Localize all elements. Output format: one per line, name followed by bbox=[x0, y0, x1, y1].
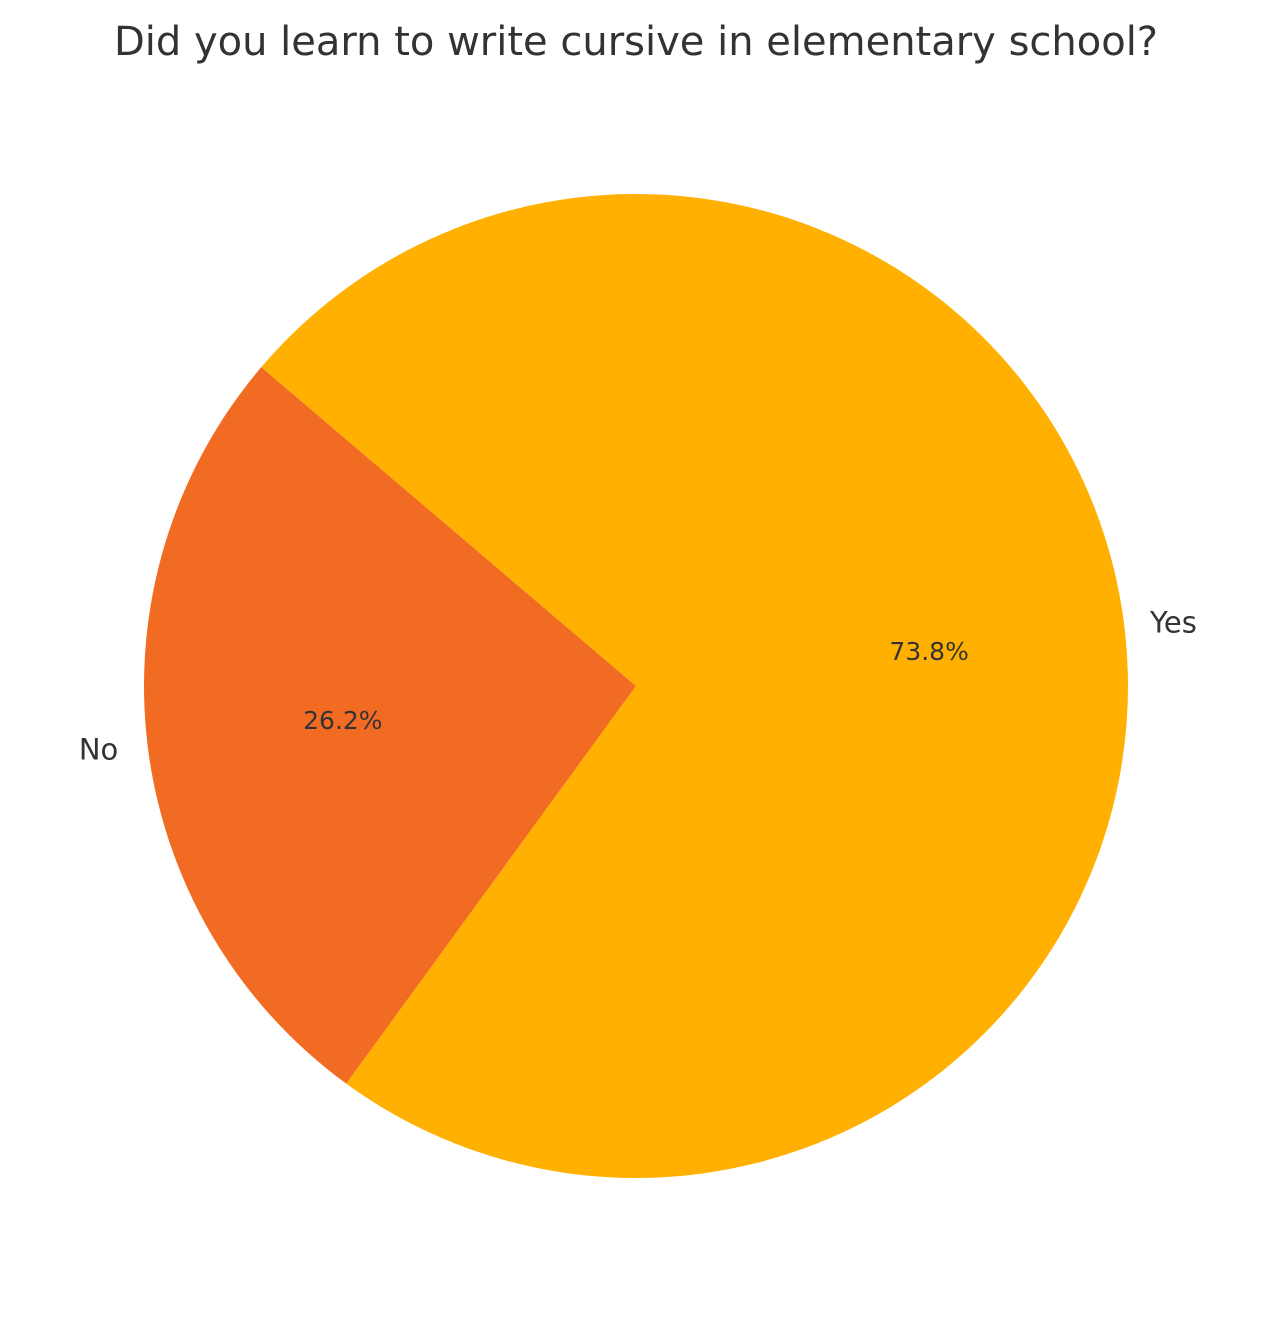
pie-slices bbox=[144, 194, 1128, 1178]
percent-label-yes: 73.8% bbox=[889, 637, 968, 666]
chart-title: Did you learn to write cursive in elemen… bbox=[114, 19, 1158, 65]
slice-label-no: No bbox=[79, 733, 118, 767]
slice-label-yes: Yes bbox=[1149, 605, 1197, 639]
percent-label-no: 26.2% bbox=[303, 706, 382, 735]
